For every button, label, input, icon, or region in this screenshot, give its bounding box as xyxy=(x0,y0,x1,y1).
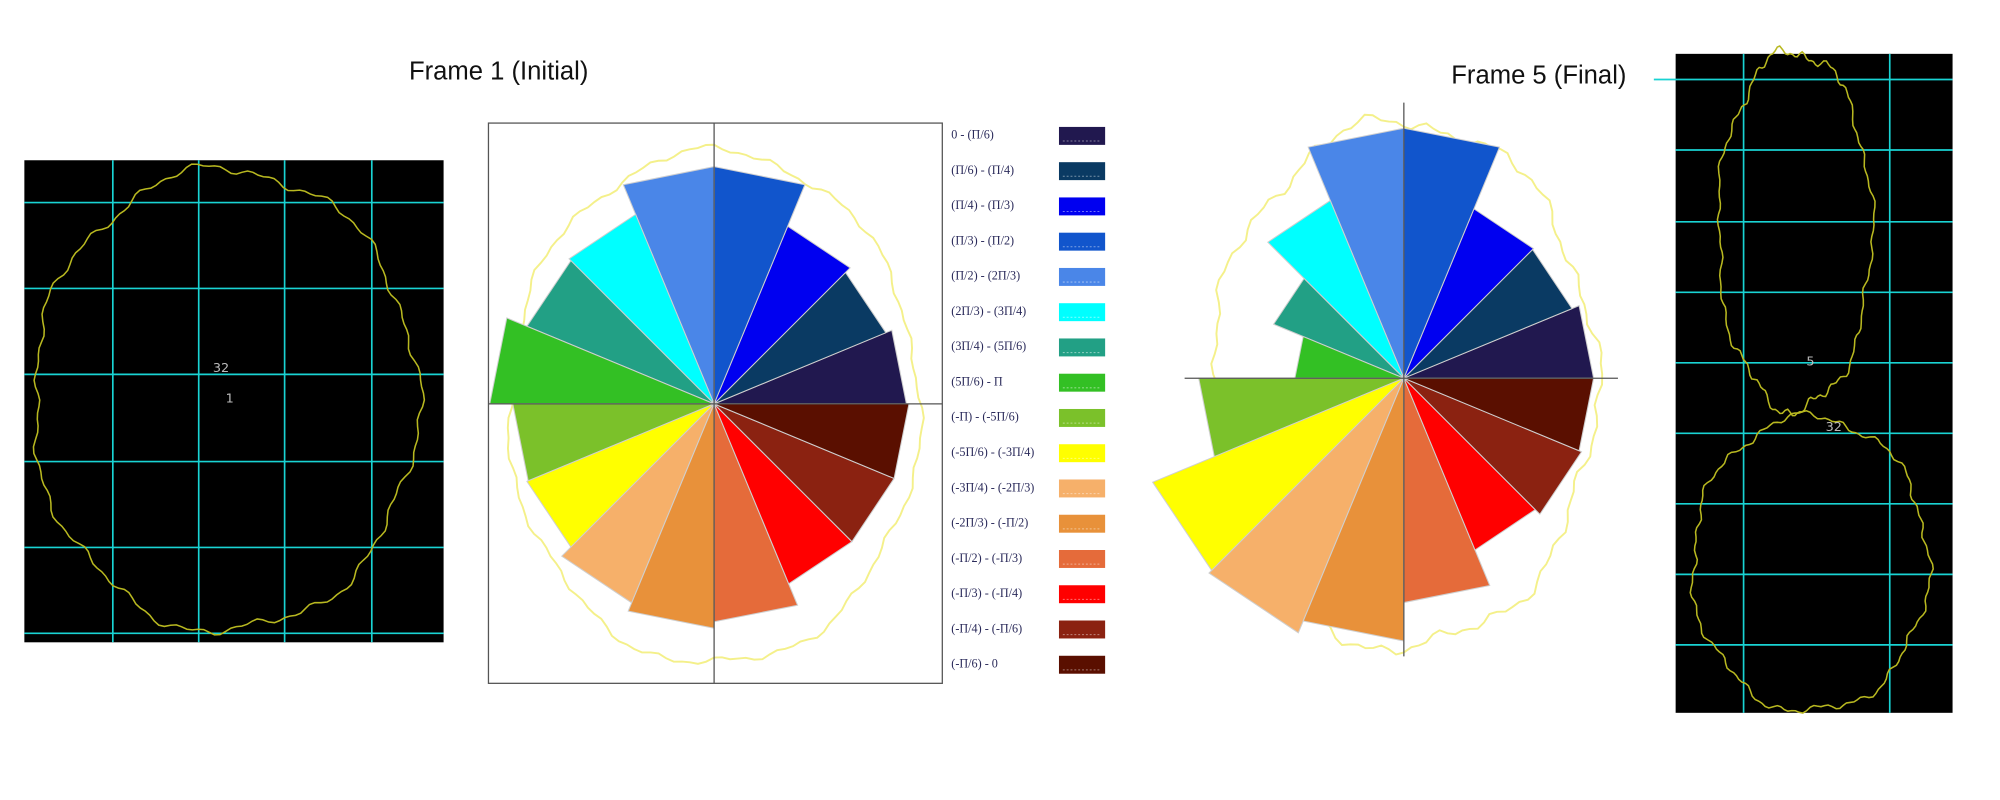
legend-label: (-Π/3) - (-Π/4) xyxy=(951,586,1022,600)
legend-swatch xyxy=(1058,655,1106,674)
legend-swatch xyxy=(1058,338,1106,357)
legend-swatch xyxy=(1058,267,1106,286)
legend-label: (-3Π/4) - (-2Π/3) xyxy=(951,480,1034,494)
legend-swatch xyxy=(1058,620,1106,639)
legend-label: (5Π/6) - Π xyxy=(951,374,1003,388)
legend-swatch xyxy=(1058,585,1106,604)
panel-title: Frame 5 (Final) xyxy=(1451,61,1626,89)
legend-swatch xyxy=(1058,232,1106,251)
outline xyxy=(506,143,925,665)
cell-image: 32 1 xyxy=(24,160,444,643)
legend-swatch xyxy=(1058,479,1106,498)
legend-swatch xyxy=(1058,126,1106,145)
panel-title: Frame 1 (Initial) xyxy=(409,57,588,85)
cell-image: 5 32 xyxy=(1653,45,1953,714)
legend-swatch xyxy=(1058,444,1106,463)
legend-label: (-5Π/6) - (-3Π/4) xyxy=(951,445,1034,459)
legend-label: (-2Π/3) - (-Π/2) xyxy=(951,516,1028,530)
legend-label: (3Π/4) - (5Π/6) xyxy=(951,339,1026,353)
legend-swatch xyxy=(1058,408,1106,427)
legend: 0 - (Π/6) (Π/6) - (Π/4) (Π/4) - (Π/3) (Π/3)… xyxy=(951,126,1106,674)
legend-label: (-Π) - (-5Π/6) xyxy=(951,410,1019,424)
legend-swatch xyxy=(1058,550,1106,568)
legend-swatch xyxy=(1058,514,1106,533)
legend-label: (-Π/6) - 0 xyxy=(951,657,998,671)
legend-label: (Π/2) - (2Π/3) xyxy=(951,269,1020,283)
legend-label: (Π/6) - (Π/4) xyxy=(951,163,1014,177)
cell-label: 5 xyxy=(1806,354,1814,369)
cell-label: 1 xyxy=(226,392,234,407)
legend-swatch xyxy=(1058,162,1106,181)
legend-label: 0 - (Π/6) xyxy=(951,128,994,142)
legend-label: (2Π/3) - (3Π/4) xyxy=(951,304,1026,318)
cell-label: 32 xyxy=(213,361,229,376)
legend-swatch xyxy=(1058,303,1106,322)
axis-cross xyxy=(488,102,1618,684)
legend-label: (Π/3) - (Π/2) xyxy=(951,233,1014,247)
legend-label: (-Π/4) - (-Π/6) xyxy=(951,621,1022,635)
legend-swatch xyxy=(1058,197,1106,216)
rose-chart xyxy=(489,166,910,629)
legend-label: (Π/4) - (Π/3) xyxy=(951,198,1014,212)
cell-label: 32 xyxy=(1826,420,1842,435)
legend-swatch xyxy=(1058,373,1106,392)
legend-label: (-Π/2) - (-Π/3) xyxy=(951,551,1022,565)
rose-chart xyxy=(1151,127,1595,642)
